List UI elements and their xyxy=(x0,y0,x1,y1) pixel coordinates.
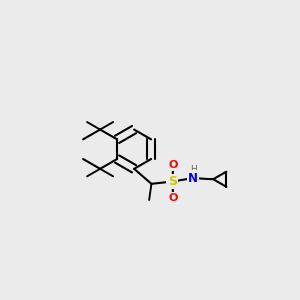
Text: O: O xyxy=(169,160,178,170)
Text: N: N xyxy=(188,172,198,184)
Text: O: O xyxy=(169,193,178,203)
Text: H: H xyxy=(190,166,196,175)
Text: S: S xyxy=(168,175,177,188)
